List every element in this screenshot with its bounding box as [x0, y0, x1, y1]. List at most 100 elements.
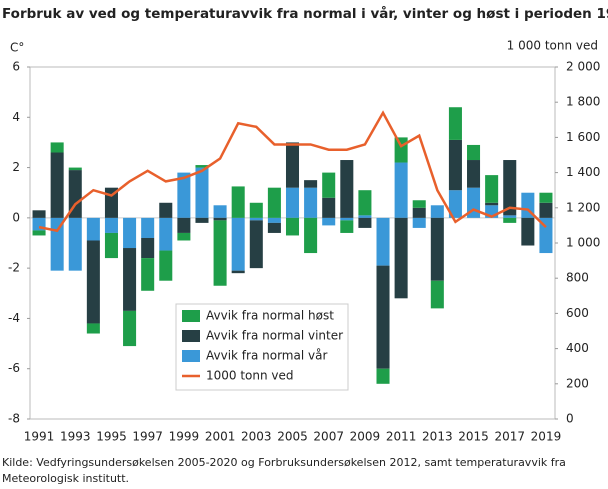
- bar: [50, 152, 64, 218]
- y2-tick-label: 0: [566, 412, 574, 426]
- bar: [430, 205, 444, 218]
- x-tick-label: 2003: [241, 430, 272, 444]
- y-tick-label: -4: [8, 311, 20, 325]
- y2-tick-label: 1 600: [566, 130, 600, 144]
- bar: [213, 217, 227, 221]
- y2-tick-label: 2 000: [566, 60, 600, 74]
- bar: [358, 190, 372, 216]
- bar: [231, 270, 245, 274]
- bar: [521, 217, 535, 246]
- legend-label: Avvik fra normal vår: [206, 349, 327, 363]
- bar: [141, 258, 155, 291]
- legend-swatch: [182, 330, 200, 342]
- bar: [267, 217, 281, 223]
- bar: [86, 323, 100, 334]
- legend-swatch: [182, 350, 200, 362]
- bar: [430, 280, 444, 309]
- legend-label: 1000 tonn ved: [206, 369, 294, 383]
- y2-tick-label: 1 000: [566, 236, 600, 250]
- x-tick-label: 2007: [313, 430, 344, 444]
- bar: [32, 210, 46, 218]
- legend-label: Avvik fra normal høst: [206, 309, 334, 323]
- bar: [104, 232, 118, 259]
- y2-tick-label: 1 800: [566, 95, 600, 109]
- bar: [231, 217, 245, 271]
- bar: [104, 217, 118, 233]
- bar: [394, 137, 408, 163]
- bar: [448, 139, 462, 191]
- bar: [249, 217, 263, 221]
- bar: [304, 217, 318, 254]
- bar: [159, 202, 173, 218]
- chart-title: Forbruk av ved og temperaturavvik fra no…: [2, 5, 608, 22]
- bar: [213, 205, 227, 218]
- x-tick-label: 1993: [60, 430, 91, 444]
- x-tick-label: 2011: [386, 430, 417, 444]
- y-tick-label: -8: [8, 412, 20, 426]
- bar: [467, 144, 481, 161]
- x-tick-label: 2013: [422, 430, 453, 444]
- bar: [539, 202, 553, 218]
- y2-tick-label: 1 400: [566, 165, 600, 179]
- bar: [195, 165, 209, 168]
- bar: [141, 217, 155, 238]
- bar: [503, 215, 517, 218]
- y2-tick-label: 1 200: [566, 200, 600, 214]
- bar: [123, 310, 137, 347]
- bar: [322, 197, 336, 218]
- legend-swatch: [182, 310, 200, 322]
- bar: [285, 187, 300, 218]
- bar: [394, 162, 408, 218]
- bar: [412, 207, 426, 218]
- bar: [285, 217, 300, 236]
- y2-tick-label: 800: [566, 271, 589, 285]
- y2-tick-label: 400: [566, 341, 589, 355]
- bar: [177, 217, 191, 233]
- bar: [213, 220, 227, 286]
- x-tick-label: 1995: [96, 430, 127, 444]
- bar: [141, 237, 155, 259]
- bar: [539, 217, 553, 254]
- x-tick-label: 2017: [494, 430, 525, 444]
- x-tick-label: 1997: [132, 430, 163, 444]
- bar: [358, 217, 372, 228]
- legend-box: [175, 303, 349, 391]
- source: Kilde: Vedfyringsundersøkelsen 2005-2020…: [2, 456, 566, 469]
- bar: [503, 160, 517, 216]
- bar: [285, 142, 300, 188]
- bar: [177, 172, 191, 218]
- bar: [68, 167, 82, 171]
- bar: [68, 217, 82, 271]
- bar: [485, 175, 499, 203]
- bar: [267, 187, 281, 218]
- bar: [358, 215, 372, 218]
- bar: [448, 190, 462, 218]
- bar: [340, 220, 354, 233]
- y2-tick-label: 200: [566, 376, 589, 390]
- y2-tick-label: 600: [566, 306, 589, 320]
- x-tick-label: 2005: [277, 430, 308, 444]
- y-tick-label: 6: [12, 60, 20, 74]
- y-tick-label: 2: [12, 160, 20, 174]
- y-tick-label: -6: [8, 361, 20, 375]
- bar: [376, 217, 390, 266]
- bar: [485, 202, 499, 206]
- bar: [304, 180, 318, 188]
- x-tick-label: 2009: [350, 430, 381, 444]
- bar: [123, 248, 137, 311]
- bar: [249, 220, 263, 269]
- bar: [86, 217, 100, 241]
- x-tick-label: 2019: [531, 430, 562, 444]
- y2-axis-label: 1 000 tonn ved: [507, 39, 598, 53]
- bar: [50, 142, 64, 153]
- x-tick-label: 2001: [205, 430, 236, 444]
- bar: [86, 240, 100, 324]
- bar: [68, 170, 82, 218]
- source: Meteorologisk institutt.: [2, 472, 129, 485]
- bar: [304, 187, 318, 218]
- bar: [123, 217, 137, 249]
- bar: [159, 217, 173, 251]
- bar: [159, 250, 173, 281]
- bar: [394, 217, 408, 299]
